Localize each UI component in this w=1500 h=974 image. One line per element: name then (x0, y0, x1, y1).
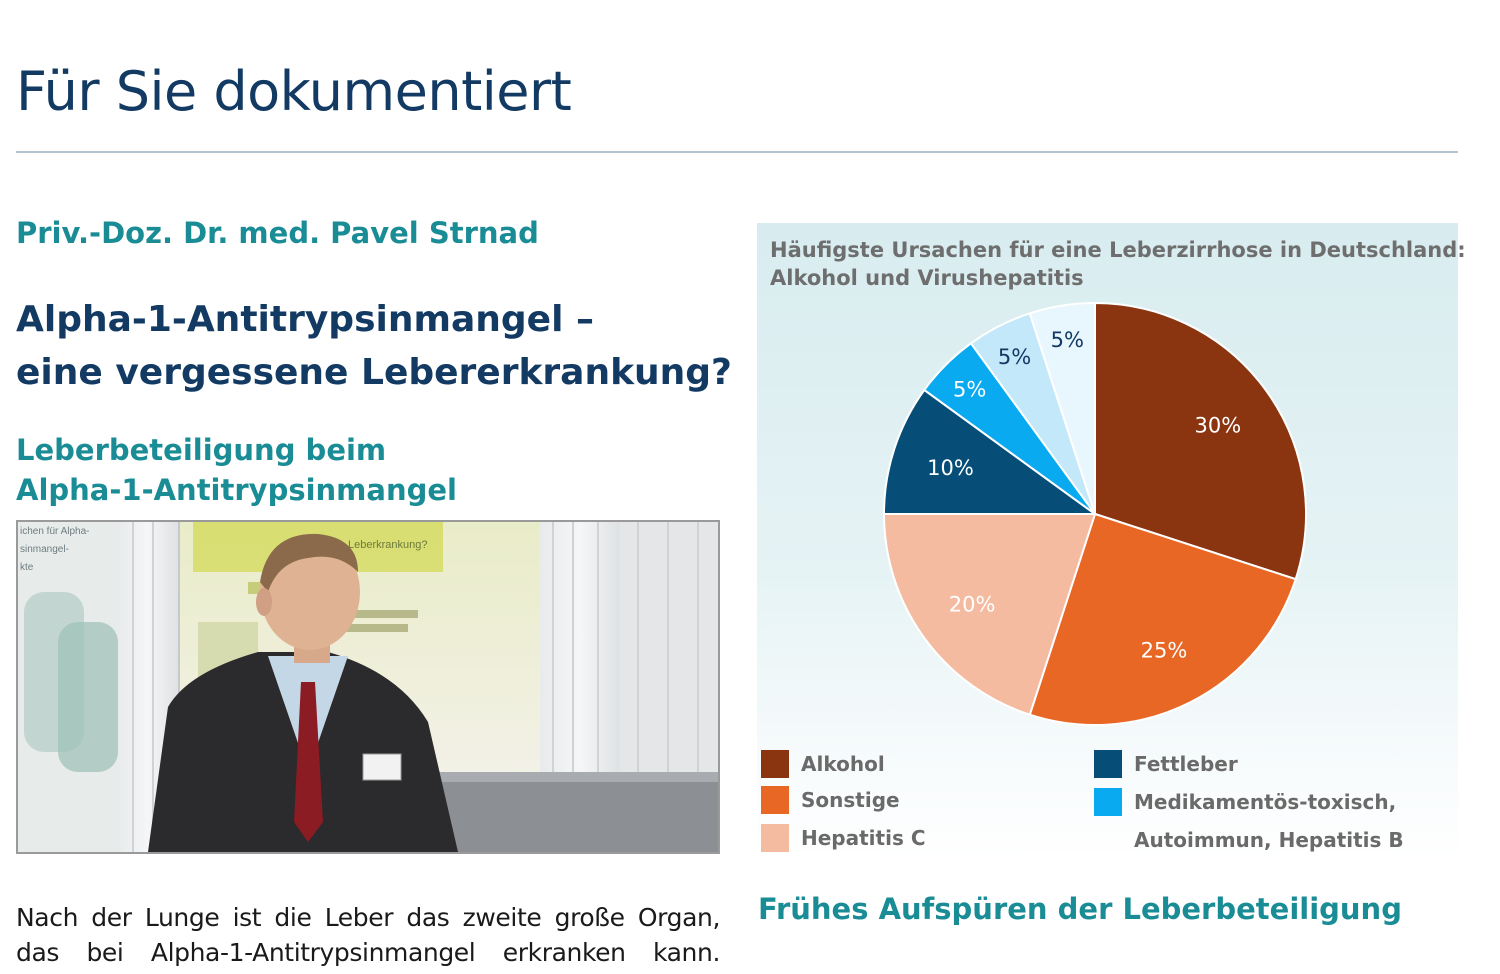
speaker-photo: ichen für Alpha- sinmangel- kte Leberkra… (16, 520, 720, 854)
poster-text: ichen für Alpha- (20, 526, 90, 537)
article-subheading: Leberbeteiligung beim Alpha-1-Antitrypsi… (16, 430, 457, 510)
pie-slice-label: 20% (949, 592, 996, 616)
legend-swatch (761, 750, 789, 778)
chart-panel: 30% 25% 20% 10% 5% 5% 5% (757, 223, 1458, 860)
chart-title: Häufigste Ursachen für eine Leberzirrhos… (770, 236, 1466, 292)
legend-item-alkohol: Alkohol (761, 750, 885, 783)
legend-item-fettleber: Fettleber (1094, 750, 1238, 783)
pie-slice-label: 10% (927, 456, 974, 480)
legend-label: Medikamentös-toxisch, (1134, 790, 1397, 814)
slide-title: Leberkrankung? (348, 539, 428, 551)
legend-swatch (761, 824, 789, 852)
pie-slice-hepatitis-b (1028, 301, 1096, 515)
section-heading: Frühes Aufspüren der Leberbeteiligung (758, 892, 1402, 926)
headline-line: Alpha-1-Antitrypsinmangel – (16, 299, 594, 340)
article-body: Nach der Lunge ist die Leber das zweite … (16, 900, 720, 970)
speaker-photo-illustration: ichen für Alpha- sinmangel- kte Leberkra… (18, 522, 718, 852)
article-headline: Alpha-1-Antitrypsinmangel – eine vergess… (16, 293, 736, 399)
pie-slice-alkohol (1094, 301, 1307, 581)
page-title: Für Sie dokumentiert (16, 60, 572, 123)
chart-title-line: Häufigste Ursachen für eine Leberzirrhos… (770, 238, 1466, 262)
legend-item-hepatitis-c: Hepatitis C (761, 824, 926, 857)
legend-label: Alkohol (801, 752, 885, 776)
legend-label: Autoimmun, Hepatitis B (1134, 828, 1404, 852)
author-name: Priv.-Doz. Dr. med. Pavel Strnad (16, 216, 539, 250)
pie-slice-fettleber (882, 388, 1099, 515)
pie-slice-label: 30% (1195, 414, 1242, 438)
pie-slice-label: 25% (1141, 638, 1188, 662)
subheading-line: Leberbeteiligung beim (16, 433, 387, 467)
legend-swatch (1094, 750, 1122, 778)
body-line: das bei Alpha-1-Antitrypsinmangel erkran… (16, 938, 720, 967)
legend-item-medikamentoes: Medikamentös-toxisch, Autoimmun, Hepatit… (1094, 788, 1404, 859)
poster-text: kte (20, 562, 34, 573)
pie-slice-hepatitis-c (882, 513, 1097, 716)
pie-chart: 30% 25% 20% 10% 5% 5% 5% (882, 301, 1307, 726)
pie-slice-label: 5% (953, 378, 986, 402)
pie-slice-sonstige (1028, 512, 1297, 726)
legend-label: Sonstige (801, 788, 900, 812)
body-line: Nach der Lunge ist die Leber das zweite … (16, 903, 720, 932)
title-divider (16, 151, 1458, 153)
pie-slice-label: 5% (998, 345, 1031, 369)
legend-label: Hepatitis C (801, 826, 926, 850)
headline-line: eine vergessene Lebererkrankung? (16, 352, 732, 393)
subheading-line: Alpha-1-Antitrypsinmangel (16, 473, 457, 507)
legend-swatch (1094, 788, 1122, 816)
poster-text: sinmangel- (20, 544, 69, 555)
pie-slice-label: 5% (1051, 328, 1084, 352)
chart-title-line: Alkohol und Virushepatitis (770, 266, 1084, 290)
legend-item-sonstige: Sonstige (761, 786, 900, 819)
legend-label: Fettleber (1134, 752, 1238, 776)
legend-swatch (761, 786, 789, 814)
